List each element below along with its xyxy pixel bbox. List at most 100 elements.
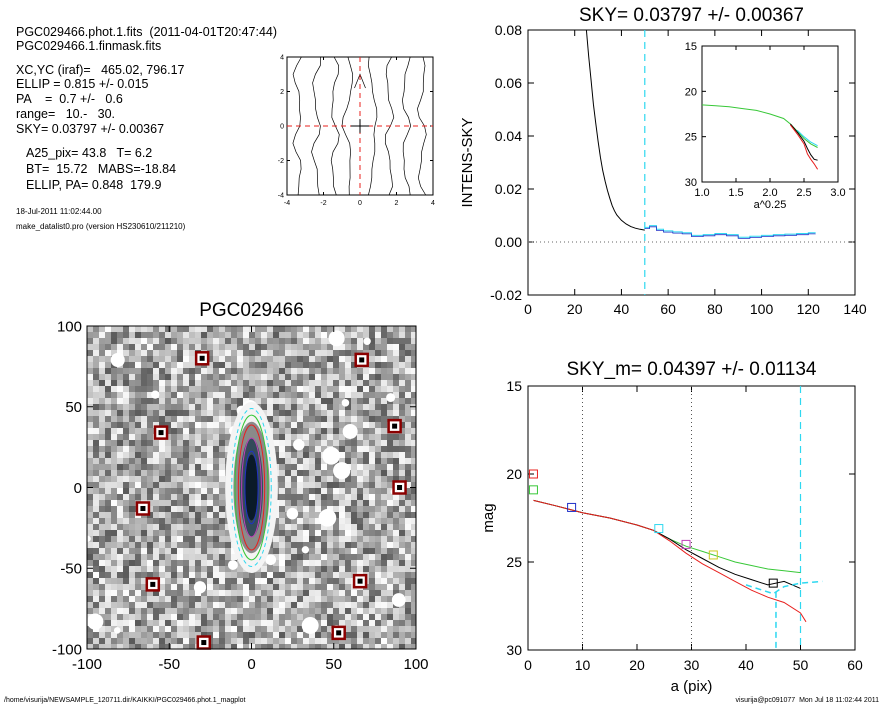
noise-pixel bbox=[129, 548, 135, 554]
noise-pixel bbox=[333, 512, 339, 518]
noise-pixel bbox=[255, 644, 261, 649]
noise-pixel bbox=[411, 614, 416, 620]
noise-pixel bbox=[327, 368, 333, 374]
noise-pixel bbox=[387, 572, 393, 578]
noise-pixel bbox=[237, 368, 243, 374]
noise-pixel bbox=[99, 560, 105, 566]
noise-pixel bbox=[141, 470, 147, 476]
noise-pixel bbox=[411, 584, 416, 590]
noise-pixel bbox=[381, 494, 387, 500]
noise-pixel bbox=[111, 542, 117, 548]
noise-pixel bbox=[327, 638, 333, 644]
noise-pixel bbox=[387, 350, 393, 356]
noise-pixel bbox=[393, 644, 399, 649]
contour-x-tick-label: -2 bbox=[320, 200, 326, 207]
noise-pixel bbox=[303, 380, 309, 386]
noise-pixel bbox=[99, 398, 105, 404]
noise-pixel bbox=[369, 536, 375, 542]
noise-pixel bbox=[273, 452, 279, 458]
noise-pixel bbox=[411, 392, 416, 398]
noise-pixel bbox=[153, 344, 159, 350]
noise-pixel bbox=[345, 572, 351, 578]
noise-pixel bbox=[351, 626, 357, 632]
noise-pixel bbox=[387, 380, 393, 386]
noise-pixel bbox=[357, 380, 363, 386]
noise-pixel bbox=[363, 542, 369, 548]
noise-pixel bbox=[243, 332, 249, 338]
noise-pixel bbox=[243, 380, 249, 386]
noise-pixel bbox=[129, 560, 135, 566]
noise-pixel bbox=[225, 326, 231, 332]
noise-pixel bbox=[249, 638, 255, 644]
noise-pixel bbox=[171, 578, 177, 584]
noise-pixel bbox=[399, 614, 405, 620]
noise-pixel bbox=[375, 404, 381, 410]
noise-pixel bbox=[303, 350, 309, 356]
noise-pixel bbox=[213, 554, 219, 560]
noise-pixel bbox=[225, 620, 231, 626]
noise-pixel bbox=[201, 554, 207, 560]
noise-pixel bbox=[261, 398, 267, 404]
noise-pixel bbox=[279, 332, 285, 338]
noise-pixel bbox=[123, 536, 129, 542]
noise-pixel bbox=[99, 500, 105, 506]
noise-pixel bbox=[207, 572, 213, 578]
contour-line bbox=[367, 56, 378, 196]
noise-pixel bbox=[117, 434, 123, 440]
noise-pixel bbox=[135, 404, 141, 410]
noise-pixel bbox=[225, 332, 231, 338]
noise-pixel bbox=[99, 410, 105, 416]
noise-pixel bbox=[99, 596, 105, 602]
sky-line: SKY= 0.03797 +/- 0.00367 bbox=[16, 122, 165, 136]
noise-pixel bbox=[147, 614, 153, 620]
noise-pixel bbox=[381, 398, 387, 404]
noise-pixel bbox=[159, 578, 165, 584]
noise-pixel bbox=[183, 350, 189, 356]
noise-pixel bbox=[279, 638, 285, 644]
noise-pixel bbox=[177, 476, 183, 482]
noise-pixel bbox=[135, 572, 141, 578]
noise-pixel bbox=[189, 464, 195, 470]
noise-pixel bbox=[117, 548, 123, 554]
noise-pixel bbox=[303, 470, 309, 476]
noise-pixel bbox=[117, 620, 123, 626]
noise-pixel bbox=[297, 464, 303, 470]
noise-pixel bbox=[189, 326, 195, 332]
noise-pixel bbox=[99, 614, 105, 620]
noise-pixel bbox=[339, 590, 345, 596]
noise-pixel bbox=[321, 332, 327, 338]
noise-pixel bbox=[267, 368, 273, 374]
noise-pixel bbox=[117, 374, 123, 380]
noise-pixel bbox=[285, 596, 291, 602]
noise-pixel bbox=[201, 614, 207, 620]
noise-pixel bbox=[177, 398, 183, 404]
noise-pixel bbox=[321, 386, 327, 392]
noise-pixel bbox=[369, 626, 375, 632]
noise-pixel bbox=[249, 374, 255, 380]
noise-pixel bbox=[303, 458, 309, 464]
noise-pixel bbox=[147, 560, 153, 566]
noise-pixel bbox=[87, 608, 93, 614]
noise-pixel bbox=[411, 500, 416, 506]
noise-pixel bbox=[189, 500, 195, 506]
noise-pixel bbox=[387, 410, 393, 416]
noise-pixel bbox=[369, 398, 375, 404]
noise-pixel bbox=[255, 596, 261, 602]
noise-pixel bbox=[117, 542, 123, 548]
noise-pixel bbox=[399, 422, 405, 428]
noise-pixel bbox=[105, 446, 111, 452]
noise-pixel bbox=[297, 596, 303, 602]
noise-pixel bbox=[285, 374, 291, 380]
noise-pixel bbox=[225, 566, 231, 572]
noise-pixel bbox=[351, 392, 357, 398]
noise-pixel bbox=[213, 368, 219, 374]
noise-pixel bbox=[159, 626, 165, 632]
noise-pixel bbox=[207, 326, 213, 332]
noise-pixel bbox=[171, 326, 177, 332]
mag-ylabel: mag bbox=[480, 503, 497, 532]
noise-pixel bbox=[183, 398, 189, 404]
noise-pixel bbox=[129, 422, 135, 428]
noise-pixel bbox=[159, 584, 165, 590]
noise-pixel bbox=[339, 350, 345, 356]
noise-pixel bbox=[267, 602, 273, 608]
